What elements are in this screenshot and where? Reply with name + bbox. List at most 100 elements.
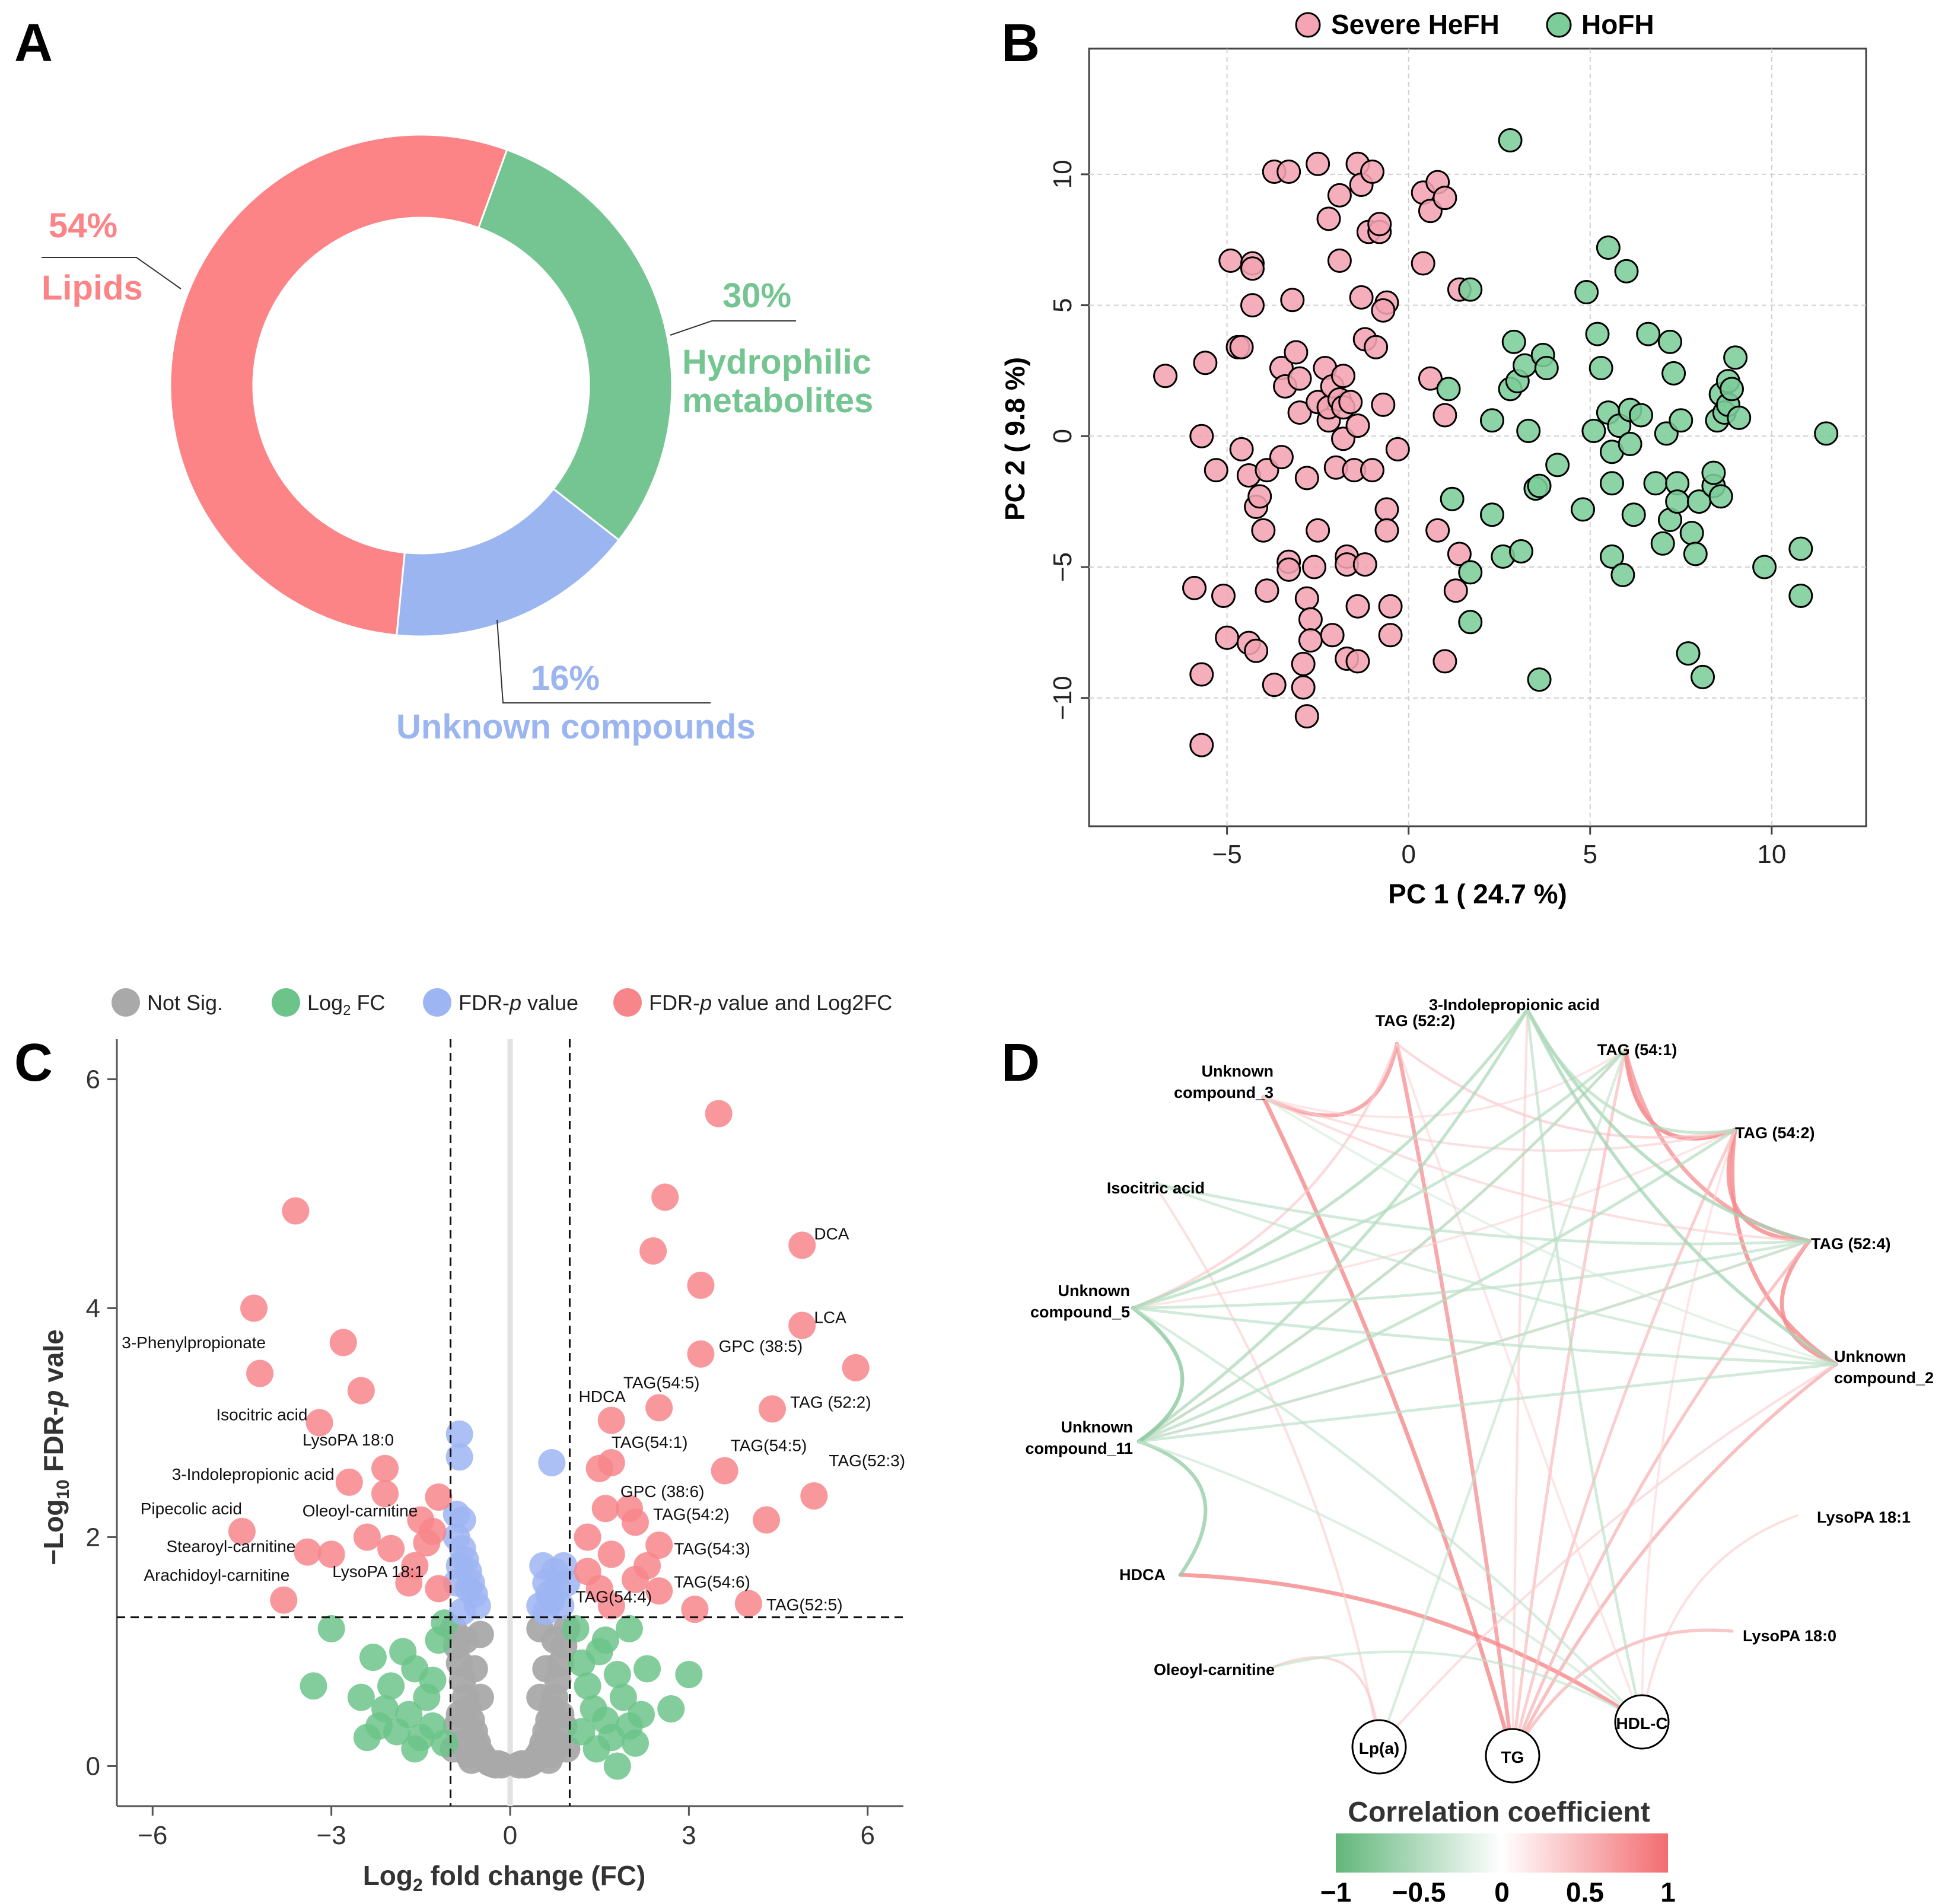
volcano-point-both — [639, 1237, 667, 1265]
volcano-point-both — [651, 1183, 679, 1211]
volcano-point-log2fc — [562, 1615, 590, 1642]
volcano-annotation: Arachidoyl-carnitine — [144, 1566, 289, 1584]
pca-point-severe-hefh — [1240, 256, 1265, 281]
pca-point-hofh — [1501, 329, 1526, 354]
pca-point-hofh — [1458, 610, 1483, 635]
legend-swatch-hofh — [1546, 12, 1572, 38]
network-edge — [1137, 1439, 1208, 1577]
pca-y-tick-label: 5 — [1048, 298, 1077, 312]
network-node-label: TAG (54:1) — [1597, 1041, 1677, 1059]
pca-point-severe-hefh — [1345, 413, 1370, 438]
pca-point-severe-hefh — [1229, 335, 1254, 359]
volcano-x-tick-label: −3 — [317, 1821, 346, 1850]
pca-point-severe-hefh — [1298, 607, 1323, 632]
volcano-point-both — [425, 1575, 453, 1603]
volcano-point-not-sig — [457, 1746, 485, 1774]
volcano-point-both — [759, 1395, 786, 1423]
volcano-point-both — [371, 1480, 399, 1508]
network-node-label: LysoPA 18:1 — [1817, 1508, 1911, 1526]
pca-point-severe-hefh — [1276, 557, 1301, 582]
volcano-point-both — [687, 1271, 715, 1299]
volcano-point-both — [305, 1409, 333, 1437]
pca-point-severe-hefh — [1189, 424, 1214, 448]
pca-y-tick-label: 0 — [1048, 429, 1077, 443]
volcano-point-fdr — [454, 1575, 482, 1603]
pca-point-severe-hefh — [1327, 183, 1352, 208]
volcano-annotation: TAG(54:4) — [576, 1587, 652, 1606]
network-edge — [1152, 1182, 1838, 1366]
pca-point-hofh — [1701, 460, 1726, 485]
pca-point-hofh — [1691, 664, 1715, 689]
pca-point-hofh — [1534, 356, 1559, 381]
volcano-point-fdr — [538, 1449, 566, 1477]
network-node-label: Lp(a) — [1359, 1739, 1399, 1757]
pca-point-severe-hefh — [1352, 552, 1377, 577]
pca-point-hofh — [1436, 377, 1461, 402]
volcano-point-both — [597, 1592, 625, 1620]
volcano-annotation: LysoPA 18:0 — [303, 1431, 394, 1449]
network-edge — [1272, 1650, 1644, 1724]
pca-point-severe-hefh — [1327, 249, 1352, 273]
pca-points — [1153, 128, 1839, 757]
network-node-circle — [1614, 1694, 1670, 1750]
legend-swatch-both — [613, 988, 642, 1017]
volcano-point-log2fc — [574, 1672, 601, 1700]
pca-point-severe-hefh — [1378, 594, 1403, 619]
network-edge — [1395, 1042, 1737, 1139]
volcano-point-log2fc — [347, 1683, 375, 1711]
volcano-point-both — [788, 1231, 816, 1259]
volcano-axes: −6 −3 0 3 6 0 2 4 6 — [86, 1039, 903, 1850]
pca-point-severe-hefh — [1302, 555, 1327, 580]
pca-point-severe-hefh — [1189, 733, 1214, 757]
network-edge — [1395, 1042, 1515, 1758]
leader-line-lipids — [42, 257, 182, 289]
pca-point-severe-hefh — [1298, 628, 1323, 653]
pca-point-hofh — [1621, 502, 1646, 527]
volcano-point-log2fc — [591, 1626, 619, 1654]
lipids-percent-label: 54% — [49, 206, 117, 245]
volcano-annotation: TAG(52:5) — [766, 1596, 843, 1614]
pca-point-severe-hefh — [1367, 212, 1392, 237]
pca-x-tick-label: 0 — [1401, 840, 1415, 869]
volcano-annotation: DCA — [814, 1225, 849, 1243]
legend-label-fdr: FDR-p value — [459, 991, 578, 1015]
pca-point-hofh — [1788, 536, 1813, 561]
pca-point-severe-hefh — [1247, 484, 1272, 509]
volcano-annotation: TAG(54:5) — [731, 1437, 807, 1455]
volcano-point-log2fc — [377, 1672, 405, 1700]
pca-point-hofh — [1498, 128, 1523, 152]
network-edge — [1137, 1048, 1627, 1443]
volcano-point-log2fc — [395, 1701, 423, 1728]
panel-a-donut-chart: A 54% Lipids 30% Hydrophilic metabolites… — [14, 14, 873, 746]
volcano-point-both — [681, 1596, 709, 1623]
pca-point-severe-hefh — [1306, 518, 1330, 543]
pca-point-severe-hefh — [1385, 437, 1410, 461]
panel-a-letter: A — [14, 14, 53, 73]
volcano-point-log2fc — [401, 1735, 429, 1763]
volcano-x-tick-label: 6 — [860, 1821, 874, 1850]
volcano-point-both — [621, 1565, 649, 1593]
pca-point-severe-hefh — [1371, 298, 1396, 323]
volcano-point-log2fc — [621, 1729, 649, 1757]
volcano-point-both — [711, 1457, 738, 1485]
volcano-point-log2fc — [609, 1683, 637, 1711]
pca-point-severe-hefh — [1153, 364, 1178, 389]
network-edge — [1640, 1514, 1799, 1724]
volcano-point-not-sig — [466, 1620, 494, 1648]
network-edge — [1623, 1047, 1737, 1141]
pca-point-severe-hefh — [1433, 649, 1457, 674]
volcano-x-tick-label: 0 — [503, 1821, 517, 1850]
panel-c-letter: C — [14, 1033, 53, 1093]
pca-point-hofh — [1676, 641, 1701, 666]
volcano-point-both — [425, 1483, 453, 1511]
network-edge — [1730, 1128, 1838, 1367]
volcano-point-fdr — [445, 1552, 473, 1580]
network-edge — [1780, 1238, 1838, 1367]
volcano-point-both — [413, 1529, 441, 1557]
volcano-points — [228, 1100, 870, 1780]
network-edge — [1526, 1008, 1644, 1724]
pca-point-severe-hefh — [1182, 575, 1207, 600]
network-edge — [1641, 1129, 1736, 1723]
network-node-label: TAG (54:2) — [1735, 1124, 1815, 1142]
network-edge — [1526, 1008, 1838, 1366]
